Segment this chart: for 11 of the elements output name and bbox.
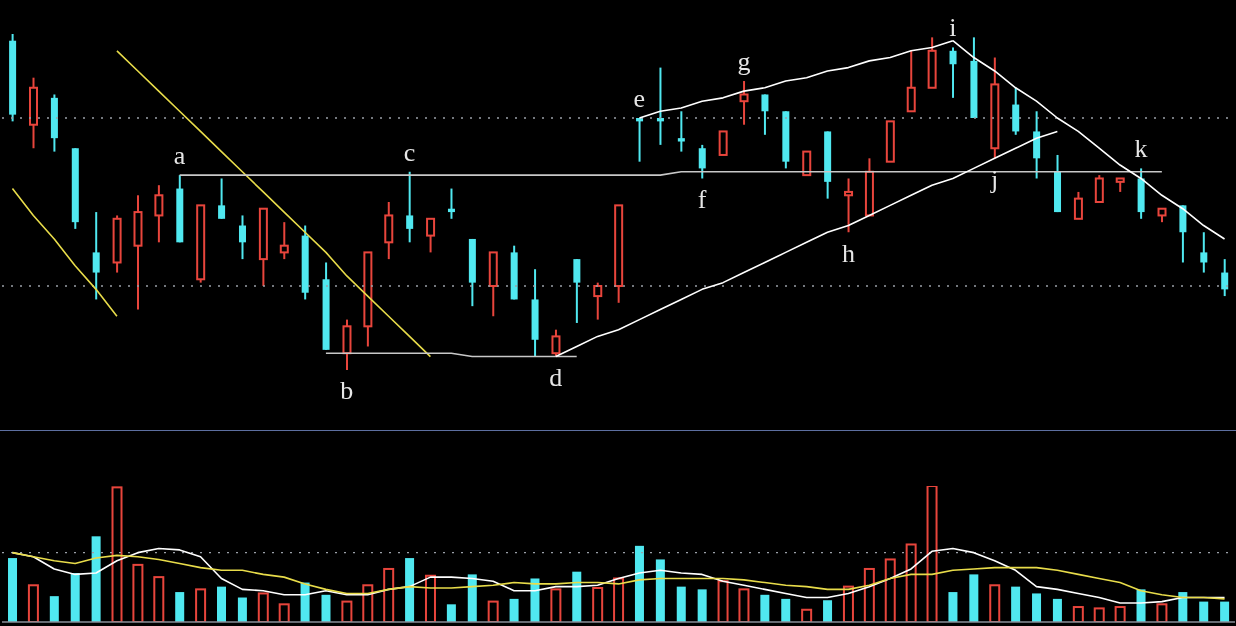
annotation: h [841, 238, 855, 268]
annotation: i [949, 13, 957, 43]
annotation: d [549, 363, 563, 393]
annotation: k [1134, 134, 1148, 164]
annotation: c [403, 137, 416, 167]
annotation: b [340, 376, 354, 406]
annotation: g [737, 47, 751, 77]
annotation: a [173, 141, 186, 171]
annotation: f [697, 184, 707, 214]
annotation: e [633, 84, 646, 113]
annotation: j [990, 164, 999, 194]
